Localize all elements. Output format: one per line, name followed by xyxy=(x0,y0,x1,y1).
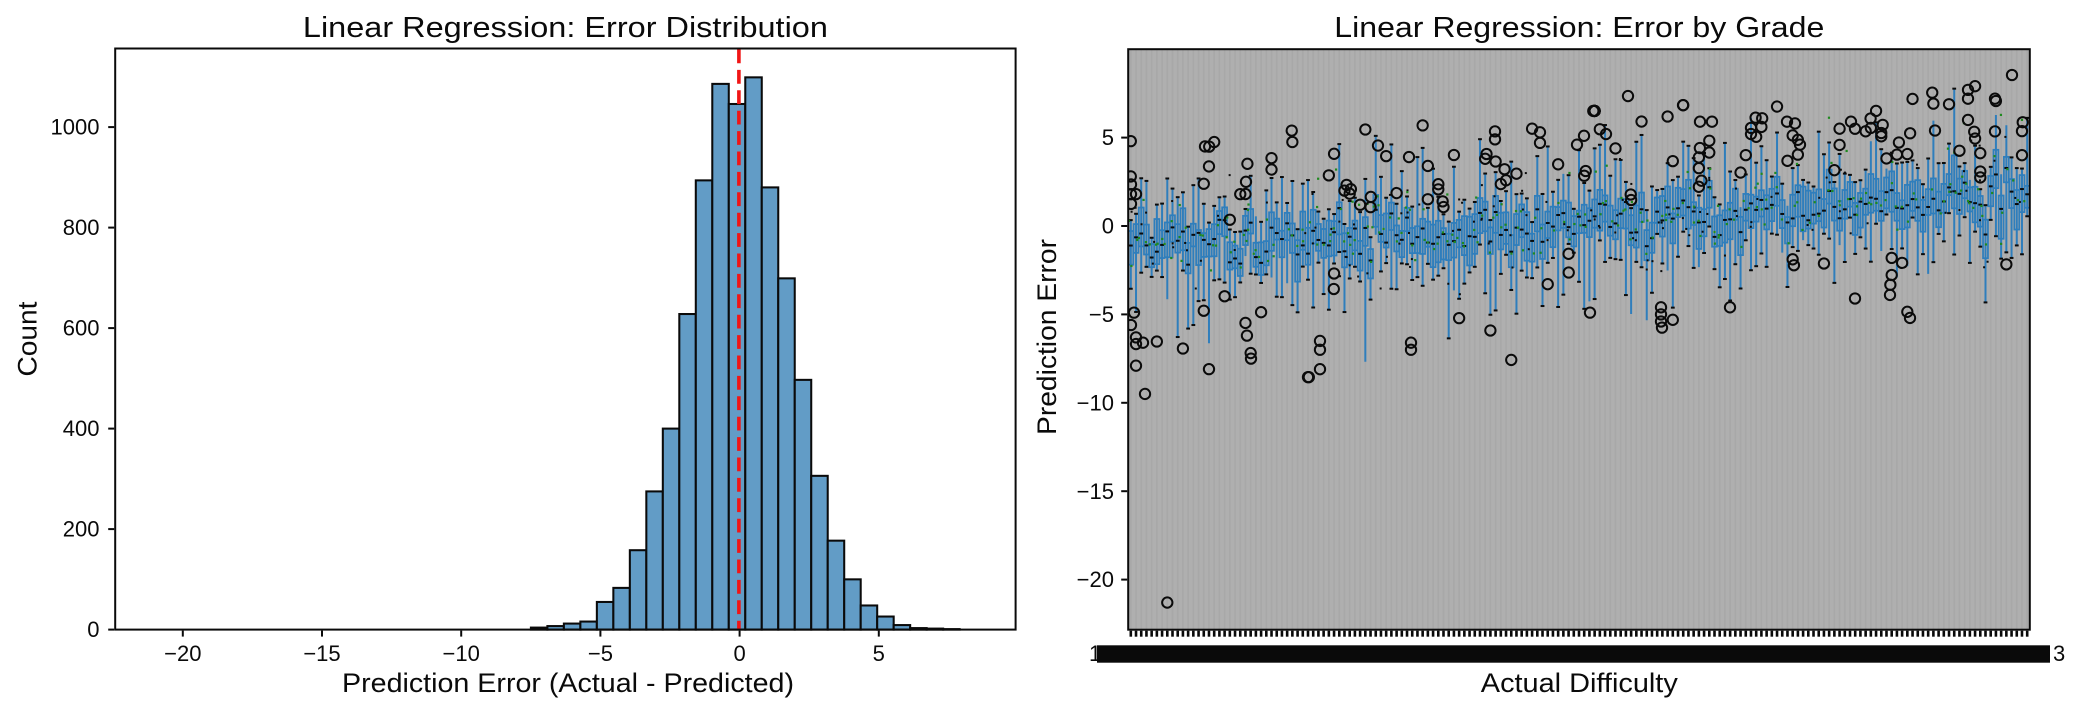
svg-text:−15: −15 xyxy=(1077,479,1114,504)
svg-text:600: 600 xyxy=(63,316,100,341)
svg-text:0: 0 xyxy=(87,617,99,642)
svg-text:−5: −5 xyxy=(1089,302,1114,327)
svg-text:0: 0 xyxy=(733,641,745,666)
svg-text:200: 200 xyxy=(63,517,100,542)
svg-text:−15: −15 xyxy=(303,641,340,666)
svg-text:3: 3 xyxy=(2053,641,2065,666)
svg-text:−5: −5 xyxy=(588,641,613,666)
svg-text:5: 5 xyxy=(1102,125,1114,150)
svg-text:−20: −20 xyxy=(1077,567,1114,592)
svg-text:−20: −20 xyxy=(164,641,201,666)
svg-text:800: 800 xyxy=(63,215,100,240)
svg-text:5: 5 xyxy=(873,641,885,666)
svg-text:Linear Regression: Error Distr: Linear Regression: Error Distribution xyxy=(303,12,828,44)
svg-text:−10: −10 xyxy=(1077,390,1114,415)
svg-text:Prediction Error (Actual - Pre: Prediction Error (Actual - Predicted) xyxy=(342,668,794,698)
svg-text:1000: 1000 xyxy=(51,115,100,140)
svg-text:Actual Difficulty: Actual Difficulty xyxy=(1481,668,1679,698)
svg-text:400: 400 xyxy=(63,416,100,441)
svg-text:−10: −10 xyxy=(443,641,480,666)
svg-text:Count: Count xyxy=(13,301,43,377)
svg-text:Linear Regression: Error by Gr: Linear Regression: Error by Grade xyxy=(1334,12,1824,44)
svg-text:Prediction Error: Prediction Error xyxy=(1032,239,1062,435)
svg-text:0: 0 xyxy=(1102,214,1114,239)
